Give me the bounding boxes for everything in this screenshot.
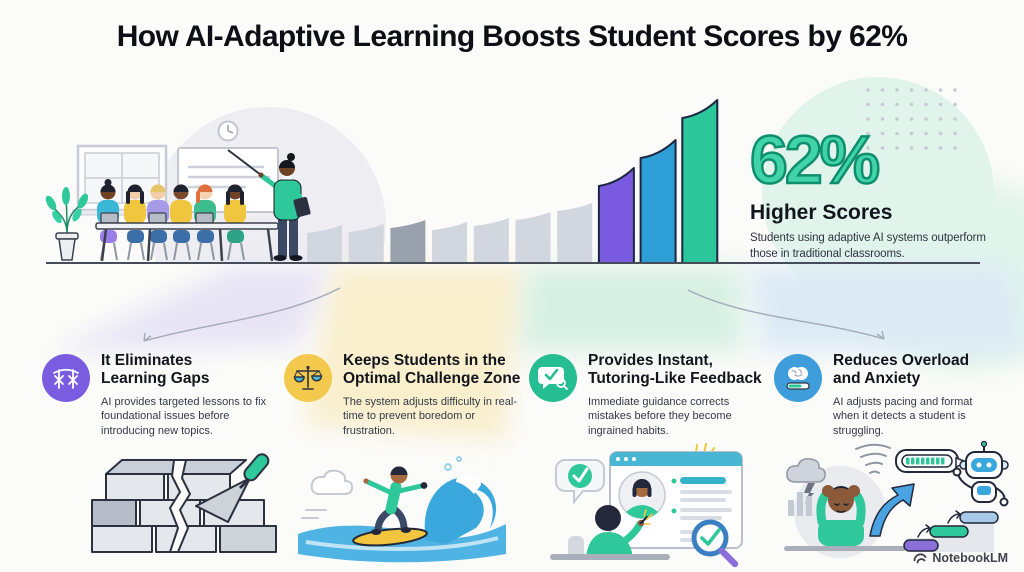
chart-bar [597,167,635,264]
stat-label: Higher Scores [750,201,893,224]
window [72,144,172,216]
benefit-body: AI provides targeted lessons to fix foun… [101,395,267,438]
benefit-body: Immediate guidance corrects mistakes bef… [588,395,732,438]
brain-icon [774,354,822,402]
student-at-desk [550,505,670,560]
teacher [227,149,311,261]
dot-grid-pattern [866,88,957,150]
surfer-illustration [298,456,506,563]
chart-bar [681,99,719,264]
flow-blobs [55,266,1024,440]
storm-cloud [786,458,826,504]
notebooklm-logo-icon [913,553,927,564]
connector-arrows [143,287,885,342]
benefit-body: AI adjusts pacing and format when it det… [833,395,973,438]
robot [952,440,1009,507]
stat-block: 62% Higher Scores Students using adaptiv… [749,122,1002,262]
students [97,179,246,261]
benefit-challenge-zone: Keeps Students in the Optimal Challenge Z… [284,352,529,439]
chart-bar [432,222,468,263]
page-title: How AI-Adaptive Learning Boosts Student … [116,20,908,53]
anxiety-robot-illustration [784,440,1009,558]
clock [217,120,239,142]
cloud [310,469,354,495]
check-speech-bubble [555,459,605,505]
stat-value: 62% [749,122,882,198]
classroom-illustration [45,120,311,262]
wave-curl [424,456,497,544]
trowel [195,453,270,523]
surfer [363,466,428,535]
chart-bar [639,139,677,264]
watermark-text: NotebookLM [932,551,1008,565]
chart-bar [348,224,384,263]
progress-steps [903,510,999,552]
benefit-learning-gaps: It Eliminates Learning Gaps AI provides t… [42,352,284,439]
benefit-title: It Eliminates Learning Gaps [101,352,210,388]
rising-score-bar-chart [307,99,719,264]
stat-description: Students using adaptive AI systems outpe… [750,232,986,261]
feedback-check-icon [529,354,577,402]
brick-wall-illustration [91,453,277,553]
classroom-table [95,222,279,262]
chart-bar [515,212,551,263]
chart-bar [473,218,509,263]
magnifier-check [691,519,739,568]
benefit-instant-feedback: Provides Instant, Tutoring-Like Feedback … [529,352,774,439]
plant [45,187,89,261]
progress-speech-bubble [895,449,969,473]
stressed-student [784,485,906,551]
wall-crack [169,459,191,553]
benefits-row: It Eliminates Learning Gaps AI provides t… [42,352,1000,439]
feedback-screen-illustration [550,443,743,568]
up-arrow [869,483,915,537]
chart-bar [557,203,593,263]
chart-bar [390,220,426,263]
mini-chart-doodle [788,492,812,516]
bridge-icon [42,354,90,402]
benefit-reduces-anxiety: Reduces Overload and Anxiety AI adjusts p… [774,352,1000,439]
arrowhead-left [143,332,152,342]
benefit-title: Reduces Overload and Anxiety [833,352,970,388]
arrowhead-right [876,330,885,340]
benefit-title: Keeps Students in the Optimal Challenge Z… [343,352,521,388]
benefit-body: The system adjusts difficulty in real-ti… [343,395,518,438]
benefit-title: Provides Instant, Tutoring-Like Feedback [588,352,762,388]
scales-icon [284,354,332,402]
tornado-scribble [855,443,891,474]
chart-bar [307,225,342,263]
watermark: NotebookLM [913,551,1008,565]
